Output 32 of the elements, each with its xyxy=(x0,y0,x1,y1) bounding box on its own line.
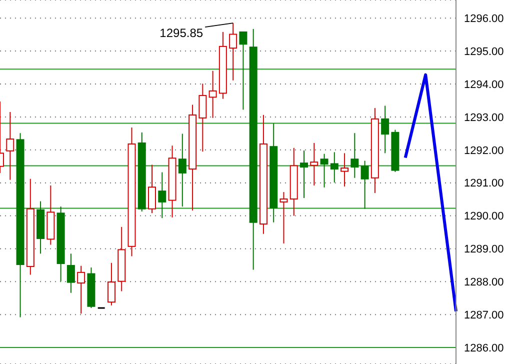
candlestick xyxy=(77,265,86,314)
y-tick-label: 1289.00 xyxy=(464,244,504,256)
annotation: 1295.85 xyxy=(160,26,204,40)
candlestick xyxy=(239,31,248,110)
candlestick xyxy=(66,253,75,294)
y-tick-label: 1293.00 xyxy=(464,112,504,124)
candlestick xyxy=(229,22,238,81)
candlestick xyxy=(360,160,369,210)
candlestick xyxy=(208,70,217,118)
y-tick-label: 1294.00 xyxy=(464,78,504,91)
candlestick xyxy=(148,164,156,214)
candlestick xyxy=(107,262,116,306)
candlestick xyxy=(300,150,308,198)
candlestick xyxy=(178,133,186,208)
y-tick-label: 1287.00 xyxy=(464,309,504,322)
candlestick xyxy=(158,172,166,219)
y-tick-label: 1295.00 xyxy=(464,46,504,58)
candlestick xyxy=(340,152,349,187)
y-tick-label: 1291.00 xyxy=(464,178,504,190)
candlestick xyxy=(381,105,390,154)
y-tick-label: 1296.00 xyxy=(464,13,504,26)
candlestick xyxy=(198,83,207,152)
candlestick xyxy=(6,112,14,180)
candlestick xyxy=(320,153,328,188)
y-tick-label: 1292.00 xyxy=(464,144,504,157)
y-tick-label: 1290.00 xyxy=(464,210,504,223)
y-tick-label: 1288.00 xyxy=(464,276,504,289)
candlestick xyxy=(350,132,359,178)
y-tick-label: 1286.00 xyxy=(464,342,504,354)
candlestick xyxy=(280,192,288,244)
candlestick xyxy=(310,142,318,186)
candlestick xyxy=(330,152,338,183)
